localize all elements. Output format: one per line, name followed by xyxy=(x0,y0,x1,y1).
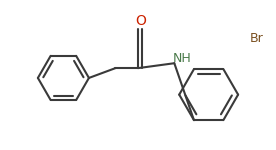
Text: Br: Br xyxy=(250,32,264,45)
Text: NH: NH xyxy=(172,52,191,65)
Text: O: O xyxy=(136,14,146,28)
